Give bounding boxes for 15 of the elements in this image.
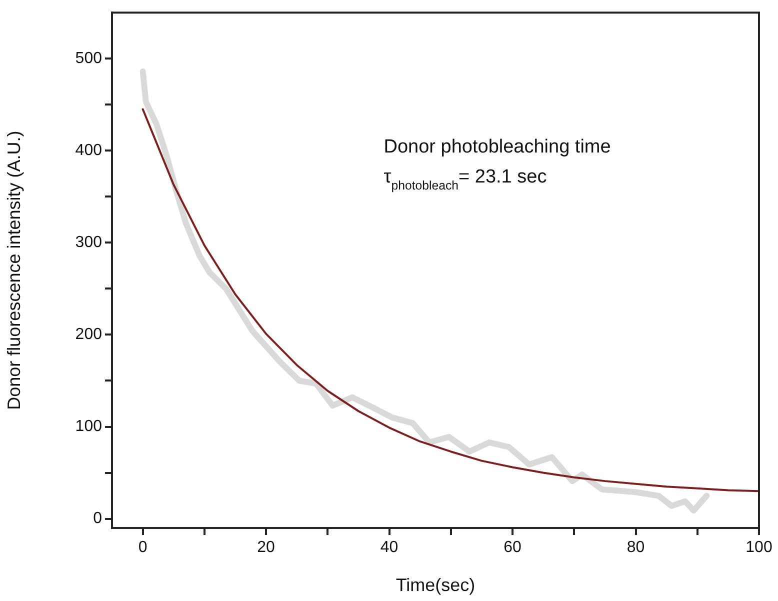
y-tick-label: 400 xyxy=(75,142,102,160)
y-tick-label: 100 xyxy=(75,418,102,436)
x-tick-label: 0 xyxy=(138,539,148,556)
y-tick-label: 200 xyxy=(75,326,102,344)
y-tick-label: 0 xyxy=(93,510,102,528)
y-axis-title: Donor fluorescence intensity (A.U.) xyxy=(4,130,24,410)
y-tick-label: 500 xyxy=(75,50,102,68)
x-axis-title: Time(sec) xyxy=(396,575,476,596)
y-tick-label: 300 xyxy=(75,234,102,252)
x-tick-label: 40 xyxy=(380,539,398,556)
x-tick-label: 100 xyxy=(746,539,772,556)
x-tick-label: 80 xyxy=(626,539,645,556)
annotation: Donor photobleaching time xyxy=(384,136,611,158)
x-tick-label: 20 xyxy=(257,539,276,556)
x-tick-label: 60 xyxy=(504,539,522,556)
